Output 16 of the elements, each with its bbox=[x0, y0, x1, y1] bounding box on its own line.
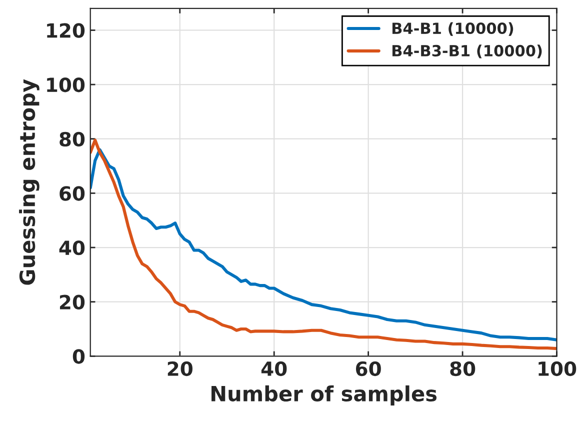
y-tick-label: 100 bbox=[47, 77, 85, 92]
x-tick-label: 40 bbox=[261, 361, 287, 376]
y-axis-title: Guessing entropy bbox=[19, 79, 40, 285]
x-tick-label: 60 bbox=[356, 361, 381, 376]
y-tick-label: 40 bbox=[59, 240, 85, 256]
y-tick-label: 80 bbox=[60, 132, 85, 147]
x-tick-label: 20 bbox=[168, 361, 192, 376]
x-tick-label: 100 bbox=[538, 361, 576, 376]
y-tick-label: 120 bbox=[47, 23, 85, 38]
x-axis-title: Number of samples bbox=[212, 385, 437, 406]
y-tick-label: 60 bbox=[60, 186, 85, 201]
legend-label: B4-B3-B1 (10000) bbox=[392, 44, 542, 58]
y-tick-label: 20 bbox=[60, 294, 85, 310]
legend-label: B4-B1 (10000) bbox=[392, 22, 514, 36]
x-tick-label: 80 bbox=[450, 361, 476, 376]
y-tick-label: 0 bbox=[72, 349, 85, 364]
